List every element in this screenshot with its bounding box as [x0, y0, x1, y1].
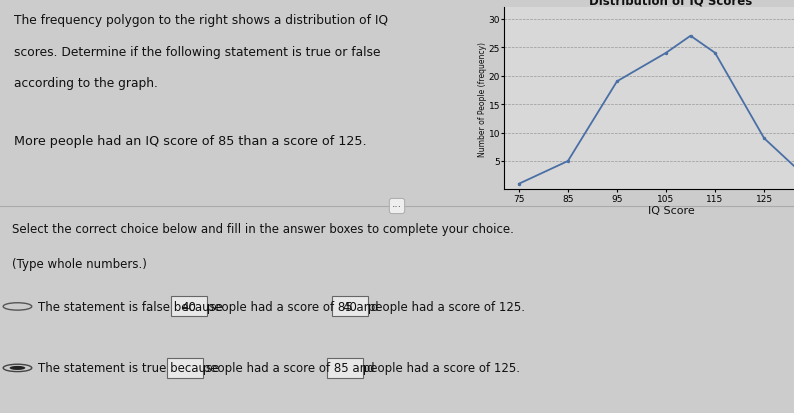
Text: people had a score of 85 and: people had a score of 85 and — [203, 300, 383, 313]
Text: people had a score of 125.: people had a score of 125. — [364, 300, 525, 313]
FancyBboxPatch shape — [167, 358, 202, 378]
Y-axis label: Number of People (frequency): Number of People (frequency) — [478, 42, 488, 157]
Circle shape — [10, 366, 25, 370]
FancyBboxPatch shape — [172, 297, 207, 317]
FancyBboxPatch shape — [332, 297, 368, 317]
Title: Distribution of IQ Scores: Distribution of IQ Scores — [589, 0, 753, 7]
X-axis label: IQ Score: IQ Score — [648, 206, 694, 216]
Text: Select the correct choice below and fill in the answer boxes to complete your ch: Select the correct choice below and fill… — [12, 223, 514, 236]
Text: (Type whole numbers.): (Type whole numbers.) — [12, 258, 147, 271]
Text: people had a score of 85 and: people had a score of 85 and — [198, 361, 378, 375]
Text: ···: ··· — [392, 202, 402, 211]
Text: according to the graph.: according to the graph. — [13, 76, 157, 89]
Text: scores. Determine if the following statement is true or false: scores. Determine if the following state… — [13, 45, 380, 58]
Text: The frequency polygon to the right shows a distribution of IQ: The frequency polygon to the right shows… — [13, 14, 387, 27]
Text: 40: 40 — [342, 300, 357, 313]
Text: 40: 40 — [182, 300, 197, 313]
Text: The statement is false because: The statement is false because — [38, 300, 227, 313]
Text: More people had an IQ score of 85 than a score of 125.: More people had an IQ score of 85 than a… — [13, 134, 366, 147]
FancyBboxPatch shape — [327, 358, 364, 378]
Text: people had a score of 125.: people had a score of 125. — [360, 361, 520, 375]
Text: The statement is true because: The statement is true because — [38, 361, 223, 375]
